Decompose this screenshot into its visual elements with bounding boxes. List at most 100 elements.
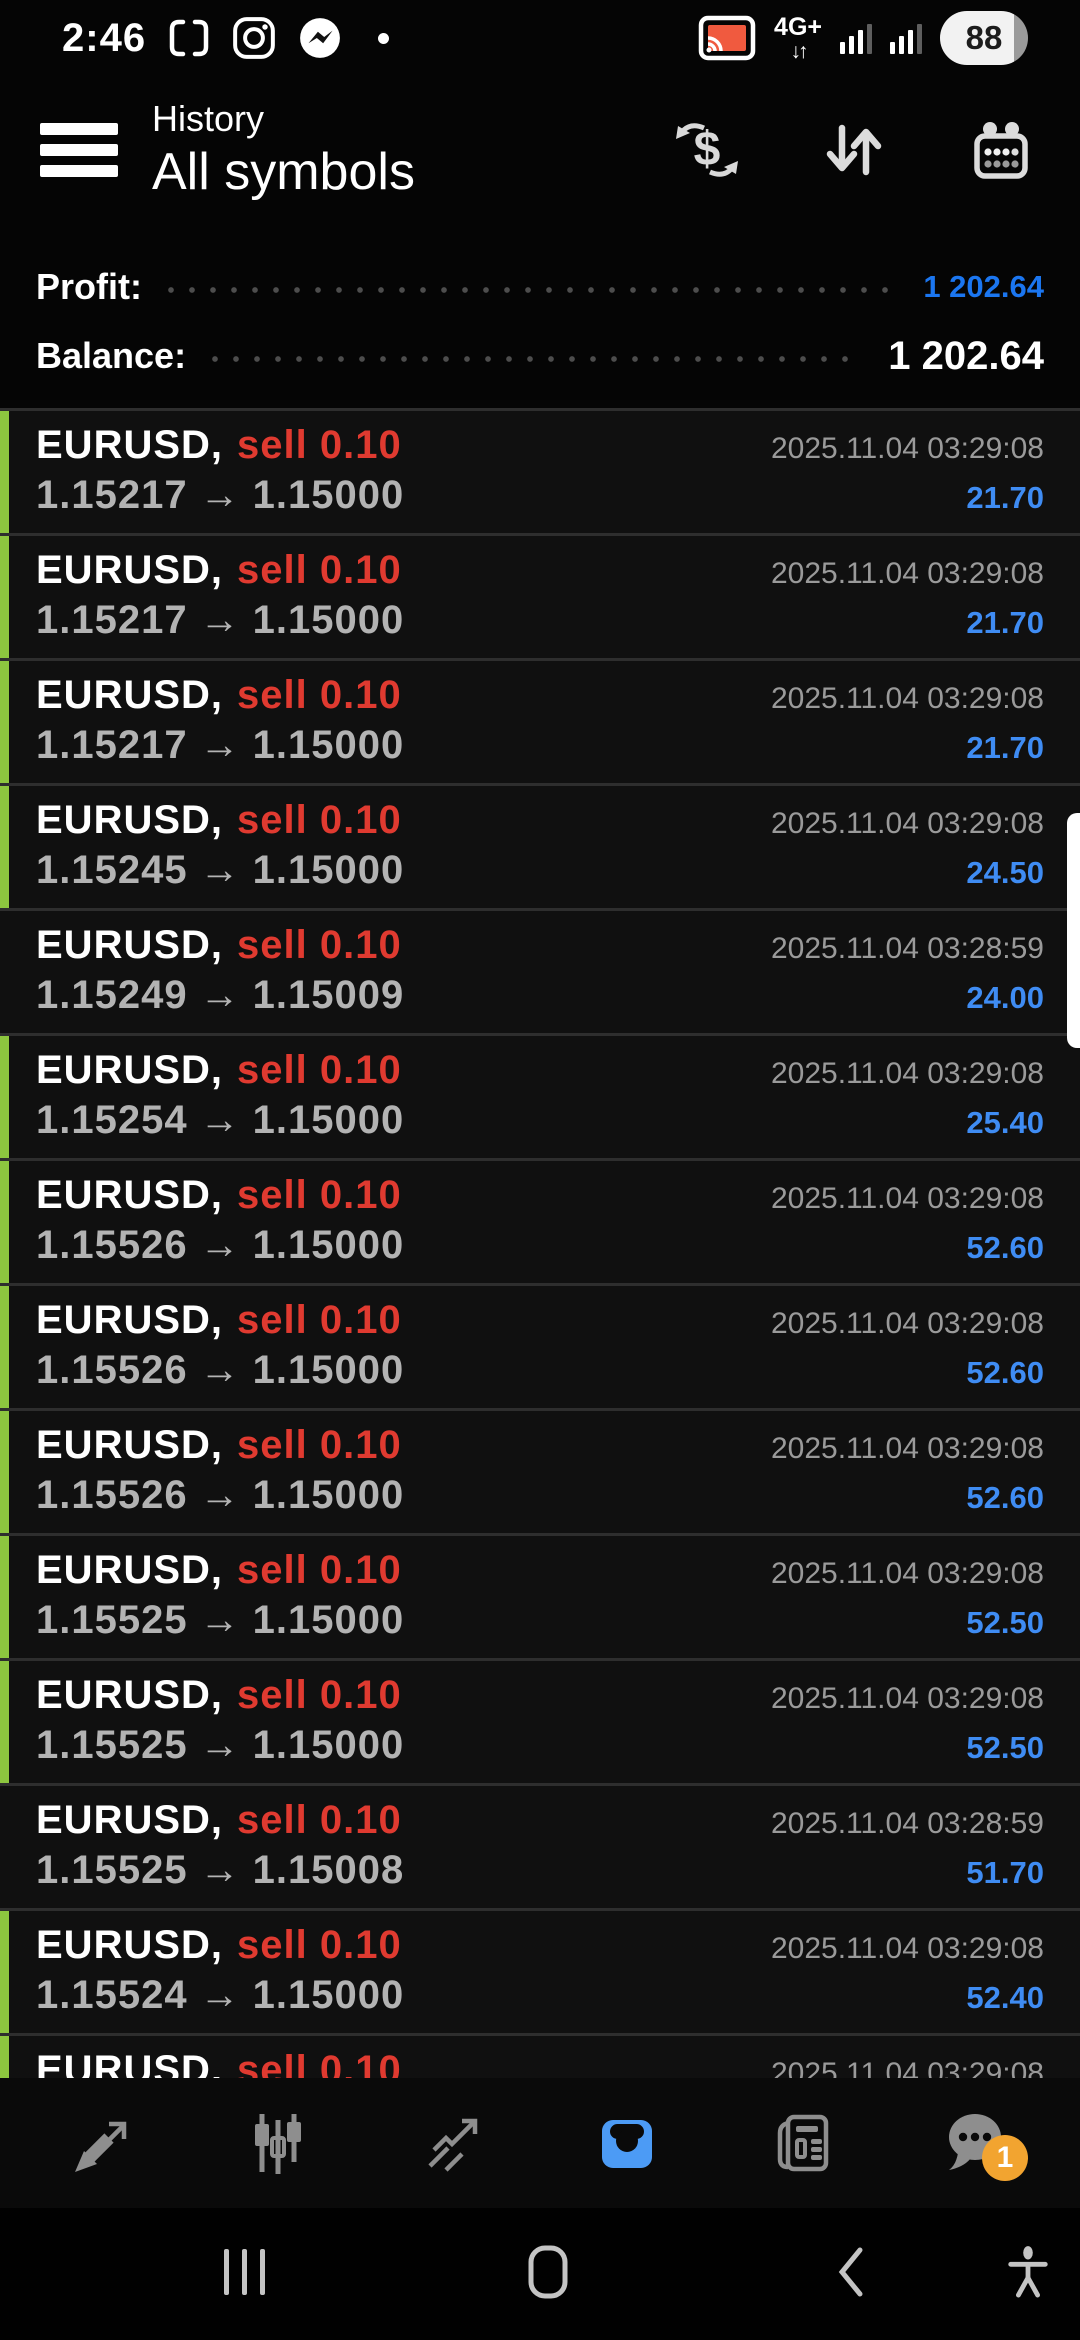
sort-icon[interactable] [824,120,884,180]
trade-profit: 52.60 [966,1355,1044,1390]
trade-close-price: 1.15000 [252,1348,405,1392]
trade-open-price: 1.15217 [36,598,188,642]
instagram-icon [233,17,275,59]
trade-row[interactable]: EURUSD, sell 0.10 2025.11.04 03:29:08 1.… [0,1911,1080,2036]
profit-label: Profit: [36,265,142,307]
bottom-tab-bar: 1 [0,2078,1080,2208]
trade-close-time: 2025.11.04 03:29:08 [770,682,1044,715]
trade-close-time: 2025.11.04 03:29:08 [770,1057,1044,1090]
trade-symbol: EURUSD, [36,1423,224,1467]
clock: 2:46 [62,15,147,60]
status-bar-left: 2:46 [62,15,390,61]
price-arrow-icon: → [199,1848,241,1892]
trade-status-bar-icon [0,786,9,908]
trade-row[interactable]: EURUSD, sell 0.10 2025.11.04 03:29:08 1.… [0,1286,1080,1411]
trade-symbol: EURUSD, [36,1298,224,1342]
tab-news[interactable] [770,2111,834,2175]
trade-row[interactable]: EURUSD, sell 0.10 2025.11.04 03:29:08 1.… [0,661,1080,786]
recents-button[interactable] [220,2244,268,2300]
trade-status-bar-icon [0,2036,9,2078]
back-icon [838,2247,863,2297]
app-header: History All symbols $ [0,70,1080,230]
unread-badge: 1 [981,2135,1028,2181]
back-button[interactable] [826,2244,874,2300]
trade-open-price: 1.15525 [36,1848,188,1892]
trade-side-volume: sell 0.10 [237,1048,402,1092]
trade-close-time: 2025.11.04 03:29:08 [770,2057,1044,2078]
trade-row[interactable]: EURUSD, sell 0.10 2025.11.04 03:29:08 1.… [0,1411,1080,1536]
trade-close-price: 1.15000 [252,1598,405,1642]
trade-row[interactable]: EURUSD, sell 0.10 2025.11.04 03:29:08 → [0,2036,1080,2078]
trade-open-price: 1.15525 [36,1723,188,1767]
trade-list: EURUSD, sell 0.10 2025.11.04 03:29:08 1.… [0,408,1080,2078]
tab-quotes[interactable] [72,2111,136,2175]
tab-trade[interactable] [421,2111,485,2175]
tab-history[interactable] [595,2111,659,2175]
trade-row[interactable]: EURUSD, sell 0.10 2025.11.04 03:29:08 1.… [0,536,1080,661]
trade-symbol: EURUSD, [36,1798,224,1842]
home-button[interactable] [524,2244,572,2300]
trade-side-volume: sell 0.10 [237,1298,402,1342]
balance-value: 1 202.64 [888,333,1044,378]
trade-row[interactable]: EURUSD, sell 0.10 2025.11.04 03:29:08 1.… [0,1536,1080,1661]
trade-symbol: EURUSD, [36,1048,224,1092]
trade-open-price: 1.15526 [36,1223,188,1267]
menu-button[interactable] [40,123,118,177]
data-activity-arrows-icon: ↓↑ [790,39,809,63]
scrollbar-handle[interactable] [1067,813,1080,1048]
trade-close-price: 1.15000 [252,1473,405,1517]
tab-messages[interactable]: 1 [944,2111,1028,2181]
trade-row[interactable]: EURUSD, sell 0.10 2025.11.04 03:28:59 1.… [0,1786,1080,1911]
price-arrow-icon: → [199,1598,241,1642]
system-navigation-bar [0,2208,1080,2340]
status-bar: 2:46 [0,0,1080,70]
trade-side-volume: sell 0.10 [237,1798,402,1842]
trade-side-volume: sell 0.10 [237,1923,402,1967]
signal-strength-sim2-icon [890,22,922,54]
price-arrow-icon: → [199,723,241,767]
trade-close-price: 1.15000 [252,1973,405,2017]
trade-row[interactable]: EURUSD, sell 0.10 2025.11.04 03:28:59 1.… [0,911,1080,1036]
currency-convert-icon[interactable]: $ [676,119,738,181]
trade-symbol: EURUSD, [36,923,224,967]
price-arrow-icon: → [199,1473,241,1517]
tab-charts[interactable] [246,2111,310,2175]
trade-open-price: 1.15526 [36,1348,188,1392]
trade-symbol: EURUSD, [36,548,224,592]
trade-row[interactable]: EURUSD, sell 0.10 2025.11.04 03:29:08 1.… [0,1161,1080,1286]
trade-close-time: 2025.11.04 03:29:08 [770,1307,1044,1340]
trade-row[interactable]: EURUSD, sell 0.10 2025.11.04 03:29:08 1.… [0,411,1080,536]
messenger-icon [300,18,340,58]
trade-status-bar-icon [0,1661,9,1783]
trade-close-price: 1.15000 [252,848,405,892]
battery-percent: 88 [965,19,1003,56]
recents-icon [223,2249,265,2295]
profit-value: 1 202.64 [923,268,1044,304]
accessibility-button[interactable] [1004,2244,1052,2300]
trade-close-time: 2025.11.04 03:29:08 [770,807,1044,840]
signal-strength-sim1-icon [840,22,872,54]
trade-close-price: 1.15000 [252,598,405,642]
accessibility-icon [1008,2246,1048,2298]
trade-row[interactable]: EURUSD, sell 0.10 2025.11.04 03:29:08 1.… [0,1661,1080,1786]
price-arrow-icon: → [199,1223,241,1267]
calendar-icon[interactable] [970,120,1032,180]
trade-close-time: 2025.11.04 03:29:08 [770,1682,1044,1715]
symbol-filter-label[interactable]: All symbols [152,143,415,201]
trade-row[interactable]: EURUSD, sell 0.10 2025.11.04 03:29:08 1.… [0,1036,1080,1161]
trade-side-volume: sell 0.10 [237,423,402,467]
trade-open-price: 1.15245 [36,848,188,892]
dotted-leader [212,356,859,362]
history-icon [602,2120,653,2168]
news-icon [777,2114,828,2172]
trade-close-price: 1.15009 [252,973,405,1017]
network-type-indicator: 4G+ ↓↑ [774,14,822,63]
price-arrow-icon: → [199,848,241,892]
header-actions: $ [676,119,1080,181]
trade-open-price: 1.15249 [36,973,188,1017]
trade-profit: 24.50 [966,855,1044,890]
trade-row[interactable]: EURUSD, sell 0.10 2025.11.04 03:29:08 1.… [0,786,1080,911]
trade-status-bar-icon [0,536,9,658]
profit-row: Profit: 1 202.64 [36,266,1044,308]
notification-dot-icon [378,32,390,44]
